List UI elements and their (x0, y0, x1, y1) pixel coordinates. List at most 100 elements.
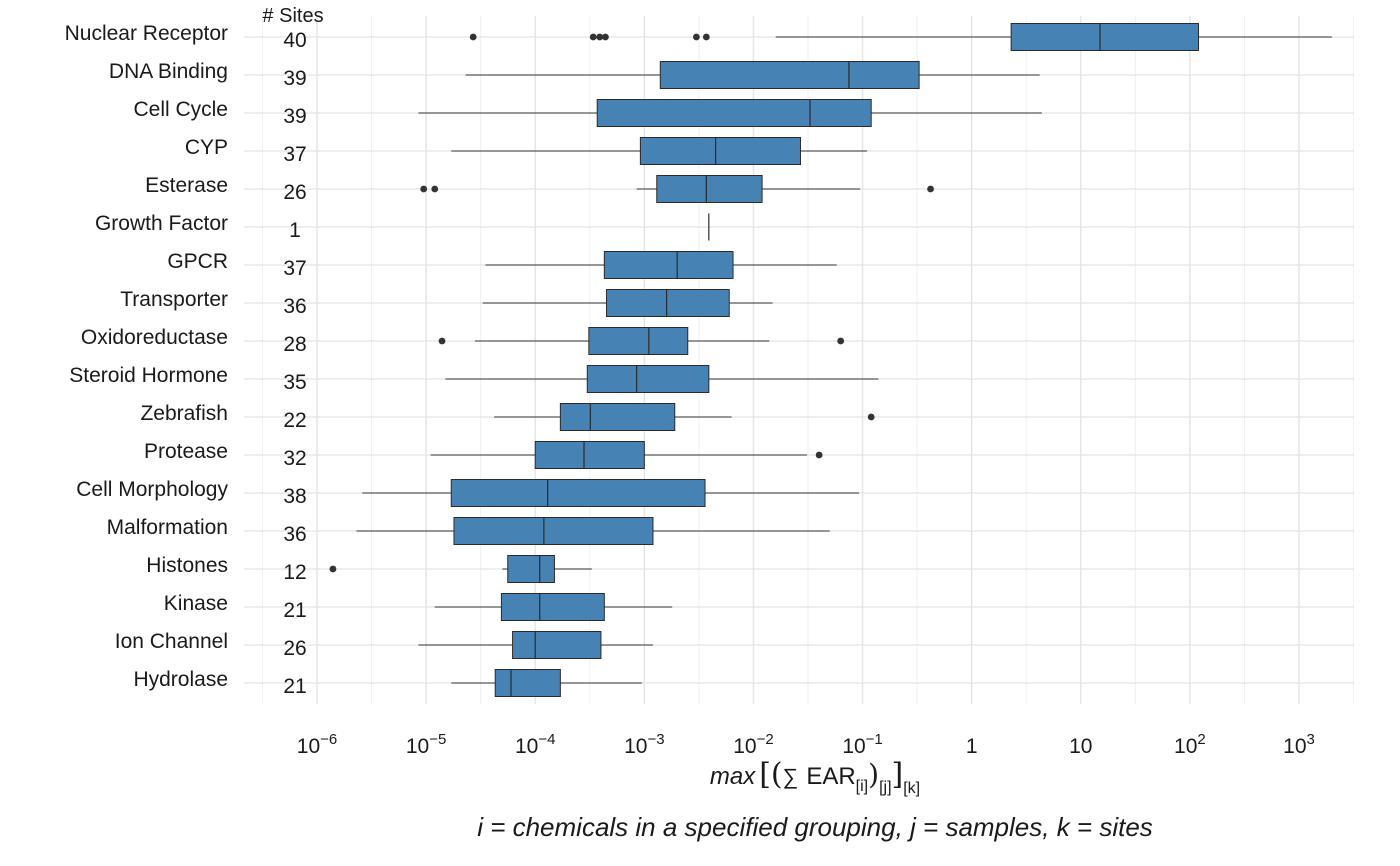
outlier-point (837, 337, 845, 345)
iqr-box (534, 441, 645, 469)
category-label: Ion Channel (115, 630, 228, 653)
x-tick-label: 10−3 (624, 731, 664, 758)
box-group (418, 631, 653, 659)
site-count: 22 (283, 409, 306, 432)
site-count: 39 (283, 67, 306, 90)
category-label: Transporter (120, 288, 228, 311)
xlabel-open-bracket: [( (759, 757, 782, 792)
tick-base: 1 (966, 735, 978, 758)
box-group (362, 479, 860, 507)
outlier-point (431, 185, 439, 193)
box-group (482, 289, 773, 317)
iqr-box (603, 251, 734, 279)
outlier-point (596, 33, 604, 41)
x-tick-label: 103 (1283, 731, 1315, 758)
site-count: 1 (289, 219, 301, 242)
outlier-point (329, 565, 337, 573)
iqr-box (559, 403, 676, 431)
category-label: Hydrolase (133, 668, 228, 691)
box-group (451, 137, 868, 165)
outlier-point (815, 451, 823, 459)
category-label: Zebrafish (140, 402, 228, 425)
xlabel-ear: EAR (806, 763, 855, 790)
outlier-point (420, 185, 428, 193)
category-label: Nuclear Receptor (65, 22, 228, 45)
box-group (485, 251, 837, 279)
site-count: 26 (283, 181, 306, 204)
tick-exponent: −2 (757, 731, 774, 748)
tick-base: 10 (1174, 735, 1197, 758)
site-count: 26 (283, 637, 306, 660)
x-tick-label: 102 (1174, 731, 1206, 758)
x-tick-label: 1 (966, 735, 978, 758)
box-group (356, 517, 830, 545)
category-label: CYP (185, 136, 228, 159)
iqr-box (656, 175, 763, 203)
box-group (445, 365, 879, 393)
iqr-box (453, 517, 654, 545)
category-labels: Nuclear Receptor DNA Binding Cell Cycle CYP… (65, 22, 229, 691)
tick-base: 10 (733, 735, 756, 758)
site-count: 12 (283, 561, 306, 584)
site-count: 35 (283, 371, 306, 394)
box-group (451, 669, 642, 697)
tick-exponent: −6 (320, 731, 337, 748)
box-group (494, 403, 875, 431)
box-group (469, 23, 1332, 51)
outlier-point (692, 33, 700, 41)
site-count: 36 (283, 523, 306, 546)
iqr-box (586, 365, 710, 393)
x-tick-label: 10 (1069, 735, 1092, 758)
site-count: 28 (283, 333, 306, 356)
iqr-box (588, 327, 689, 355)
x-tick-label: 10−6 (297, 731, 337, 758)
tick-base: 10 (1283, 735, 1306, 758)
tick-base: 10 (515, 735, 538, 758)
box-group (420, 175, 934, 203)
tick-exponent: −3 (647, 731, 664, 748)
site-count: 21 (283, 675, 306, 698)
iqr-box (1010, 23, 1200, 51)
category-label: Protease (144, 440, 228, 463)
iqr-box (659, 61, 920, 89)
x-tick-label: 10−5 (406, 731, 446, 758)
category-label: Malformation (107, 516, 228, 539)
outlier-point (602, 33, 609, 41)
boxplot-series (329, 23, 1332, 697)
xlabel-sigma: ∑ (783, 764, 799, 789)
iqr-box (450, 479, 706, 507)
tick-base: 10 (842, 735, 865, 758)
x-axis-label: max [(∑ EAR[i])[j]][k] (710, 757, 920, 797)
category-label: GPCR (167, 250, 228, 273)
tick-exponent: 2 (1197, 731, 1205, 748)
site-count: 40 (283, 29, 306, 52)
x-tick-label: 10−1 (842, 731, 882, 758)
site-counts: 40 39 39 37 26 1 37 36 28 35 22 32 38 36 12 21 26 21 (283, 29, 306, 698)
tick-exponent: −1 (866, 731, 883, 748)
iqr-box (512, 631, 602, 659)
category-label: Growth Factor (95, 212, 228, 235)
site-count: 21 (283, 599, 306, 622)
outlier-point (438, 337, 446, 345)
box-group (430, 441, 823, 469)
x-tick-label: 10−4 (515, 731, 555, 758)
tick-exponent: −4 (538, 731, 555, 748)
xlabel-close-bracket: ] (892, 757, 904, 792)
iqr-box (605, 289, 730, 317)
xlabel-close-paren: ) (868, 758, 879, 791)
iqr-box (596, 99, 872, 127)
outlier-point (589, 33, 597, 41)
category-label: Steroid Hormone (69, 364, 228, 387)
tick-base: 10 (297, 735, 320, 758)
site-count: 37 (283, 143, 306, 166)
site-count: 37 (283, 257, 306, 280)
outlier-point (702, 33, 710, 41)
category-label: Kinase (164, 592, 228, 615)
xlabel-sub-i: [i] (856, 778, 868, 795)
category-label: Histones (146, 554, 228, 577)
tick-base: 10 (1069, 735, 1092, 758)
iqr-box (494, 669, 561, 697)
sites-column-header: # Sites (262, 5, 323, 27)
chart-caption: i = chemicals in a specified grouping, j… (477, 812, 1153, 842)
